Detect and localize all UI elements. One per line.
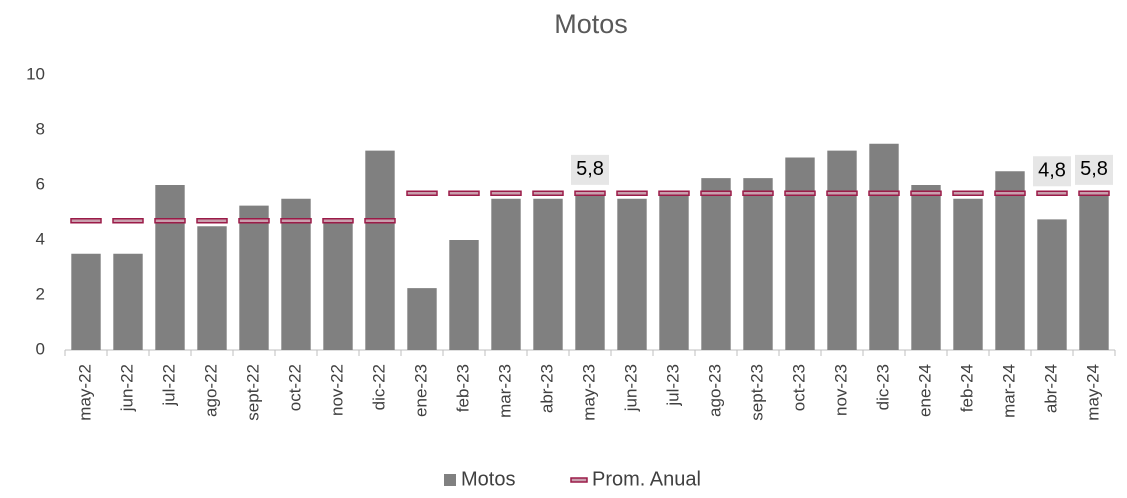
bar [407,288,437,350]
legend-swatch [444,474,456,486]
bar [197,226,227,350]
bar [239,205,269,350]
data-label: 4,8 [1038,160,1066,182]
bar [827,150,857,350]
x-tick-label: sept-23 [747,364,766,421]
avg-marker [322,218,354,224]
avg-marker [532,190,564,196]
avg-marker [658,190,690,196]
bar [365,150,395,350]
label-box [571,154,609,185]
x-tick-label: may-23 [579,364,598,421]
bar [1079,191,1109,350]
label-box [1075,154,1113,185]
x-tick-label: may-22 [75,364,94,421]
y-tick-label: 2 [36,284,45,303]
bar [533,198,563,350]
x-tick-label: mar-23 [495,364,514,418]
avg-marker [448,190,480,196]
y-tick-label: 6 [36,174,45,193]
x-tick-label: oct-22 [285,364,304,411]
y-tick-label: 0 [36,339,45,358]
bar [71,253,101,350]
chart-title: Motos [554,9,628,39]
bar [701,178,731,350]
avg-marker [574,190,606,196]
x-tick-label: sept-22 [243,364,262,421]
bar [785,157,815,350]
bar [659,191,689,350]
legend-swatch [570,477,588,483]
x-tick-label: ene-24 [915,364,934,417]
x-tick-label: dic-22 [369,364,388,410]
x-tick-label: oct-23 [789,364,808,411]
legend-label: Motos [461,468,515,490]
avg-marker [952,190,984,196]
x-tick-label: feb-24 [957,364,976,412]
x-tick-label: jun-22 [117,364,136,412]
bar [953,198,983,350]
y-tick-label: 10 [26,64,45,83]
avg-marker [868,190,900,196]
bar [449,240,479,350]
avg-marker [154,218,186,224]
data-label: 5,8 [576,158,604,180]
avg-marker [238,218,270,224]
avg-marker [280,218,312,224]
x-tick-label: nov-23 [831,364,850,416]
bar [323,219,353,350]
x-tick-label: nov-22 [327,364,346,416]
bar [155,185,185,350]
avg-marker [406,190,438,196]
avg-marker [1036,190,1068,196]
bar [995,171,1025,350]
avg-marker [994,190,1026,196]
bar [743,178,773,350]
avg-marker [826,190,858,196]
bar [281,198,311,350]
data-label: 5,8 [1080,158,1108,180]
bar [491,198,521,350]
label-box [1033,156,1071,187]
avg-marker [784,190,816,196]
x-tick-label: abr-23 [537,364,556,413]
avg-marker [490,190,522,196]
bar [617,198,647,350]
x-tick-label: may-24 [1083,364,1102,421]
legend-label: Prom. Anual [592,468,701,490]
x-tick-label: jun-23 [621,364,640,412]
x-tick-label: jul-23 [663,364,682,407]
avg-marker [1078,190,1110,196]
avg-marker [364,218,396,224]
avg-marker [910,190,942,196]
bar [575,191,605,350]
avg-marker [742,190,774,196]
x-tick-label: abr-24 [1041,364,1060,413]
x-tick-label: dic-23 [873,364,892,410]
y-tick-label: 4 [36,229,45,248]
avg-marker [700,190,732,196]
bar [113,253,143,350]
bar [869,143,899,350]
x-tick-label: jul-22 [159,364,178,407]
bar [1037,219,1067,350]
x-tick-label: ene-23 [411,364,430,417]
avg-marker [112,218,144,224]
x-tick-label: ago-23 [705,364,724,417]
bar [911,185,941,350]
x-tick-label: ago-22 [201,364,220,417]
y-tick-label: 8 [36,119,45,138]
avg-marker [616,190,648,196]
x-tick-label: mar-24 [999,364,1018,418]
avg-marker [196,218,228,224]
avg-marker [70,218,102,224]
x-tick-label: feb-23 [453,364,472,412]
